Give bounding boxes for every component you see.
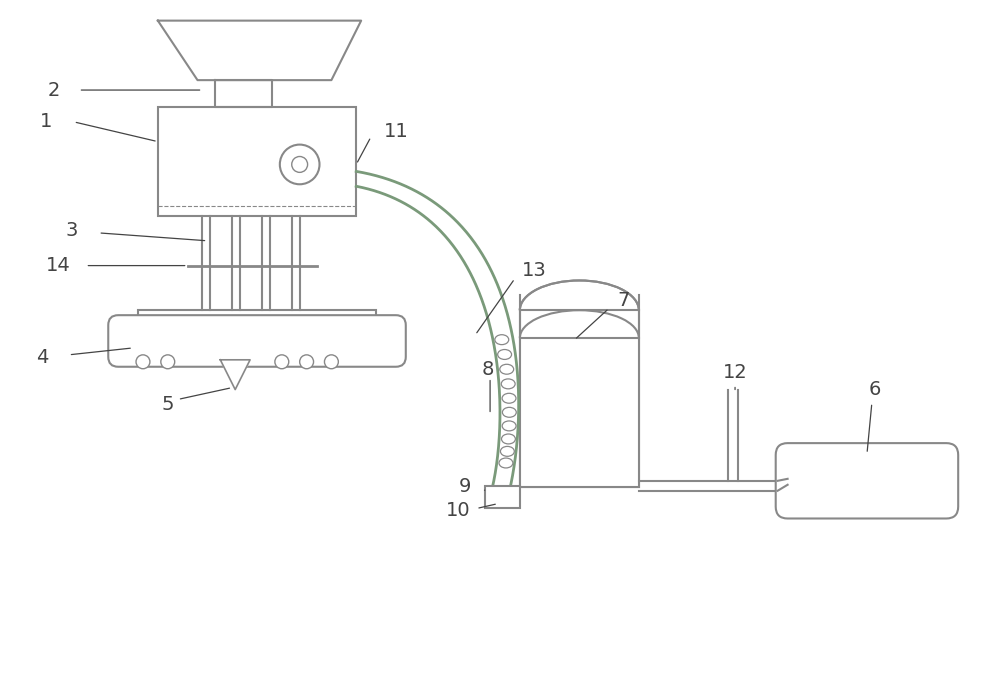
Ellipse shape <box>300 355 314 369</box>
Bar <box>520 338 639 487</box>
Ellipse shape <box>495 335 509 344</box>
Ellipse shape <box>501 379 515 389</box>
Text: 4: 4 <box>36 348 48 367</box>
Bar <box>520 310 639 487</box>
Ellipse shape <box>502 394 516 403</box>
Polygon shape <box>158 21 361 80</box>
Text: 8: 8 <box>482 360 494 379</box>
Ellipse shape <box>136 355 150 369</box>
Text: 14: 14 <box>46 256 71 275</box>
FancyBboxPatch shape <box>108 315 406 367</box>
Ellipse shape <box>292 156 308 173</box>
Polygon shape <box>220 360 250 390</box>
Ellipse shape <box>275 355 289 369</box>
Text: 13: 13 <box>522 261 547 280</box>
Ellipse shape <box>161 355 175 369</box>
Ellipse shape <box>280 145 320 184</box>
Text: 7: 7 <box>618 290 630 310</box>
Text: 9: 9 <box>459 477 471 496</box>
Ellipse shape <box>498 350 512 359</box>
Text: 3: 3 <box>65 221 78 241</box>
Ellipse shape <box>499 458 513 468</box>
Bar <box>138 310 376 328</box>
Text: 6: 6 <box>869 380 881 399</box>
Text: 12: 12 <box>723 363 747 382</box>
Ellipse shape <box>502 407 516 417</box>
Text: 11: 11 <box>383 122 408 142</box>
Ellipse shape <box>501 434 515 444</box>
Ellipse shape <box>324 355 338 369</box>
Text: 10: 10 <box>446 501 471 520</box>
Text: 5: 5 <box>162 395 174 414</box>
Text: 2: 2 <box>48 81 60 100</box>
Ellipse shape <box>500 364 514 374</box>
Ellipse shape <box>502 421 516 431</box>
Bar <box>485 486 520 508</box>
Text: 1: 1 <box>40 113 52 131</box>
FancyBboxPatch shape <box>776 443 958 518</box>
Polygon shape <box>215 80 272 107</box>
Bar <box>158 107 356 216</box>
Ellipse shape <box>500 446 514 456</box>
